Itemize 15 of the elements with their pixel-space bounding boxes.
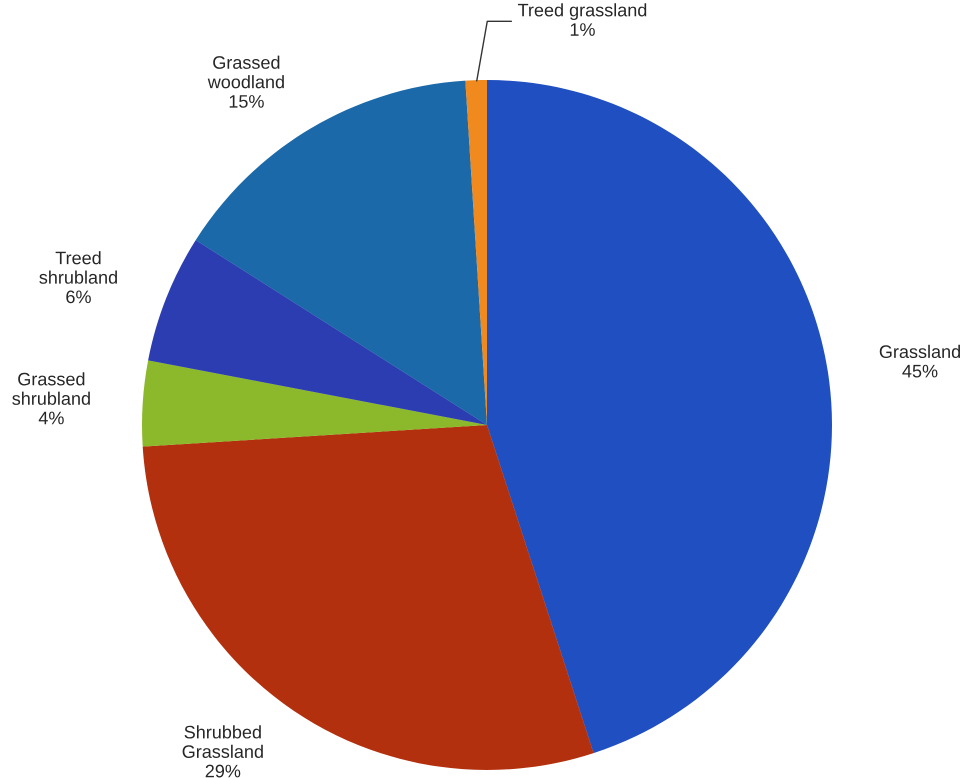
slice-label: Grassland — [880, 344, 960, 358]
slice-label: Shrubbed Grassland — [182, 725, 263, 758]
slice-label: Grassed shrubland — [12, 372, 90, 405]
slice-label: Treed shrubland — [39, 251, 117, 284]
slice-label: Grassed woodland — [208, 56, 284, 88]
data-label: 15% — [230, 95, 264, 108]
data-label: 45% — [902, 364, 938, 378]
data-label: 29% — [206, 764, 240, 778]
slice-label: Treed grassland — [518, 3, 646, 20]
pie-slice — [487, 80, 832, 754]
data-label: 6% — [66, 290, 91, 304]
pie-slice — [148, 240, 487, 425]
data-label: 4% — [38, 412, 64, 424]
pie-slice — [142, 360, 487, 447]
data-label: 1% — [570, 23, 595, 36]
